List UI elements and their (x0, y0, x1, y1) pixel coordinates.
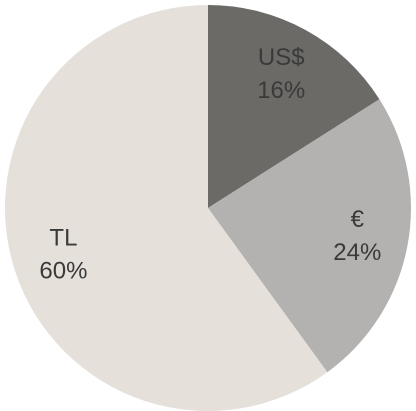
slice-value-label: 24% (333, 239, 381, 266)
slice-category-label: TL (49, 224, 77, 251)
pie-slice (208, 99, 412, 373)
slice-value-label: 60% (39, 257, 87, 284)
slice-category-label: US$ (258, 44, 305, 71)
pie-slice (4, 5, 328, 411)
slice-value-label: 16% (257, 77, 305, 104)
slice-category-label: € (351, 206, 365, 233)
pie-slice (208, 5, 380, 208)
